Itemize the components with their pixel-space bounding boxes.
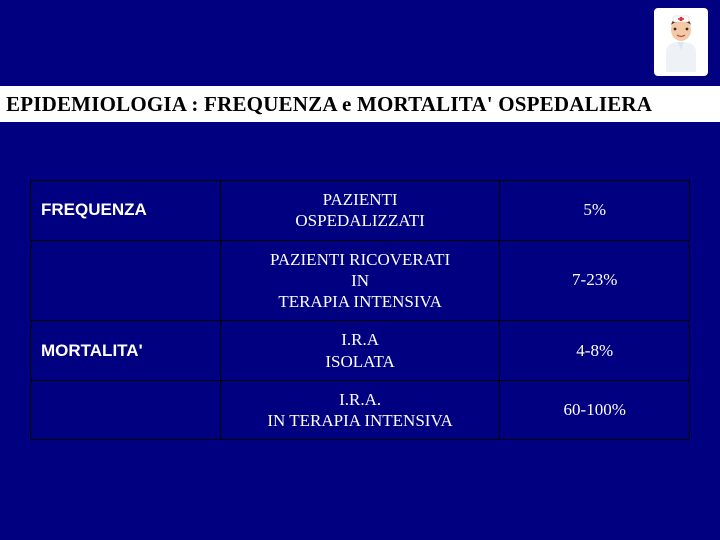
table-row: FREQUENZA PAZIENTI OSPEDALIZZATI 5% [31, 181, 690, 241]
row-label: FREQUENZA [31, 181, 221, 241]
row-value: 60-100% [500, 380, 690, 440]
line: PAZIENTI [231, 189, 490, 210]
page-title: EPIDEMIOLOGIA : FREQUENZA e MORTALITA' O… [6, 92, 652, 117]
epidemiology-table: FREQUENZA PAZIENTI OSPEDALIZZATI 5% PAZI… [30, 180, 690, 440]
table-row: PAZIENTI RICOVERATI IN TERAPIA INTENSIVA… [31, 240, 690, 321]
row-desc: I.R.A. IN TERAPIA INTENSIVA [220, 380, 500, 440]
line: ISOLATA [231, 351, 490, 372]
title-bar: EPIDEMIOLOGIA : FREQUENZA e MORTALITA' O… [0, 86, 720, 122]
nurse-icon [658, 12, 704, 72]
line: I.R.A. [231, 389, 490, 410]
line: I.R.A [231, 329, 490, 350]
row-value: 7-23% [500, 240, 690, 321]
row-desc: I.R.A ISOLATA [220, 321, 500, 381]
table-row: I.R.A. IN TERAPIA INTENSIVA 60-100% [31, 380, 690, 440]
line: PAZIENTI RICOVERATI [231, 249, 490, 270]
line: IN [231, 270, 490, 291]
avatar [654, 8, 708, 76]
line: OSPEDALIZZATI [231, 210, 490, 231]
row-value: 5% [500, 181, 690, 241]
row-value: 4-8% [500, 321, 690, 381]
row-desc: PAZIENTI OSPEDALIZZATI [220, 181, 500, 241]
row-label [31, 240, 221, 321]
line: IN TERAPIA INTENSIVA [231, 410, 490, 431]
table-row: MORTALITA' I.R.A ISOLATA 4-8% [31, 321, 690, 381]
row-desc: PAZIENTI RICOVERATI IN TERAPIA INTENSIVA [220, 240, 500, 321]
row-label: MORTALITA' [31, 321, 221, 381]
line: TERAPIA INTENSIVA [231, 291, 490, 312]
row-label [31, 380, 221, 440]
